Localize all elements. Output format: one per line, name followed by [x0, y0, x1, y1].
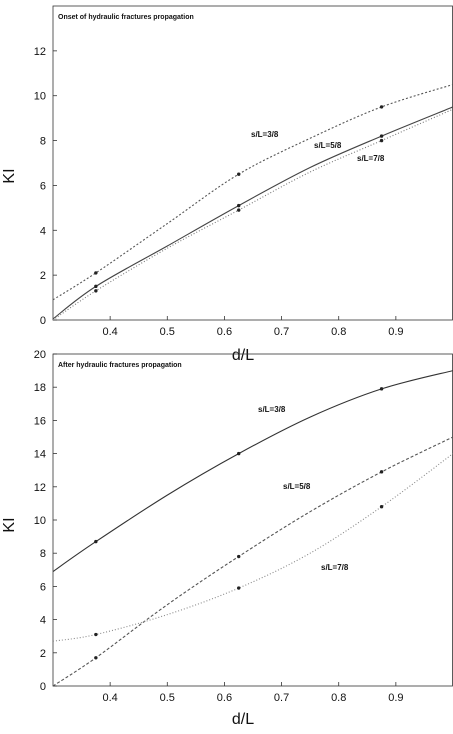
x-tick-label: 0.6: [217, 326, 232, 338]
y-axis-label: KI: [1, 517, 18, 532]
chart-panel-2: After hydraulic fractures propagation 0.4…: [1, 349, 453, 728]
x-tick-label: 0.4: [102, 692, 117, 704]
data-point: [237, 208, 241, 212]
chart-panel-1: Onset of hydraulic fractures propagation…: [1, 5, 453, 364]
y-tick-label: 0: [40, 681, 46, 693]
data-point: [379, 470, 384, 474]
chart-title: After hydraulic fractures propagation: [58, 362, 182, 369]
series-label: s/L=7/8: [321, 563, 349, 572]
y-tick-label: 10: [34, 91, 46, 103]
plot-frame: [52, 5, 453, 321]
data-point: [94, 289, 98, 293]
data-point: [379, 138, 384, 143]
y-tick-label: 20: [34, 349, 46, 361]
data-point: [379, 105, 384, 109]
data-point: [237, 203, 241, 208]
series-line: [53, 453, 453, 642]
data-point: [379, 134, 384, 138]
data-point: [94, 284, 98, 289]
data-point: [237, 554, 241, 559]
y-tick-label: 4: [40, 225, 46, 237]
y-tick-label: 14: [34, 449, 46, 461]
data-point: [237, 172, 241, 176]
y-tick-label: 6: [40, 180, 46, 192]
series-label: s/L=3/8: [251, 130, 279, 139]
x-tick-label: 0.6: [217, 692, 232, 704]
plot-frame: [52, 353, 453, 687]
series-line: [53, 436, 453, 686]
y-tick-label: 0: [40, 315, 46, 327]
y-tick-label: 6: [40, 581, 46, 593]
y-tick-label: 12: [34, 46, 46, 58]
y-tick-label: 16: [34, 415, 46, 427]
y-tick-label: 4: [40, 615, 46, 627]
y-axis-label: KI: [1, 168, 18, 183]
y-tick-label: 8: [40, 548, 46, 560]
x-axis-label: d/L: [232, 347, 254, 364]
x-axis-label: d/L: [232, 711, 254, 728]
y-tick-label: 8: [40, 136, 46, 148]
series-label: s/L=5/8: [283, 482, 311, 491]
data-point: [94, 656, 98, 660]
series-label: s/L=7/8: [357, 154, 385, 163]
series-line: [53, 108, 453, 320]
x-tick-label: 0.5: [160, 692, 175, 704]
data-point: [94, 539, 98, 544]
series-label: s/L=3/8: [258, 405, 286, 414]
x-tick-label: 0.7: [274, 326, 289, 338]
data-point: [379, 387, 384, 391]
y-tick-label: 12: [34, 482, 46, 494]
series-line: [53, 370, 453, 572]
x-tick-label: 0.4: [102, 326, 117, 338]
data-point: [237, 586, 241, 590]
y-tick-label: 18: [34, 382, 46, 394]
y-tick-label: 2: [40, 648, 46, 660]
x-tick-label: 0.5: [160, 326, 175, 338]
data-point: [94, 632, 98, 637]
data-point: [379, 505, 384, 509]
x-tick-label: 0.9: [388, 692, 403, 704]
data-point: [94, 271, 98, 275]
x-tick-label: 0.7: [274, 692, 289, 704]
series-line: [53, 83, 453, 301]
series-label: s/L=5/8: [314, 141, 342, 150]
chart-title: Onset of hydraulic fractures propagation: [58, 14, 194, 21]
x-tick-label: 0.8: [331, 326, 346, 338]
x-tick-label: 0.8: [331, 692, 346, 704]
y-tick-label: 2: [40, 270, 46, 282]
y-tick-label: 10: [34, 515, 46, 527]
x-tick-label: 0.9: [388, 326, 403, 338]
data-point: [237, 451, 241, 456]
